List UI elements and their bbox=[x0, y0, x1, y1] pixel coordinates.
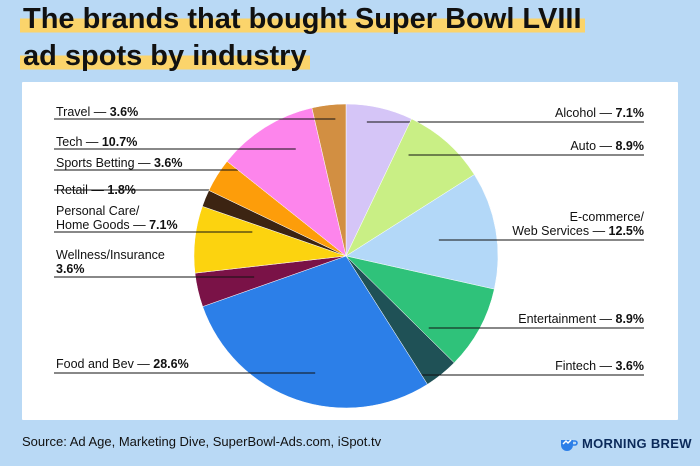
slice-label-sports-betting: Sports Betting — 3.6% bbox=[56, 156, 183, 170]
slice-label-travel: Travel — 3.6% bbox=[56, 105, 139, 119]
pie-slice-travel bbox=[311, 103, 347, 257]
slice-label-personal-care-home-goods: Personal Care/Home Goods — 7.1% bbox=[56, 204, 178, 232]
slice-label-fintech: Fintech — 3.6% bbox=[555, 359, 644, 373]
slice-label-auto: Auto — 8.9% bbox=[570, 139, 644, 153]
pie-chart bbox=[54, 103, 644, 409]
chart-card: Alcohol — 7.1% Auto — 8.9% E-commerce/Web … bbox=[22, 82, 678, 420]
slice-label-wellness-insurance: Wellness/Insurance 3.6% bbox=[56, 248, 165, 276]
slice-label-tech: Tech — 10.7% bbox=[56, 135, 138, 149]
slice-label-e-commerce-web-services: E-commerce/Web Services — 12.5% bbox=[512, 210, 644, 238]
source-note: Source: Ad Age, Marketing Dive, SuperBow… bbox=[22, 434, 382, 449]
pie-slice-tech bbox=[226, 107, 347, 257]
morning-brew-logo-icon bbox=[561, 439, 578, 451]
pie-slice-entertainment bbox=[345, 255, 495, 364]
chart-title-line-1: The brands that bought Super Bowl LVIII bbox=[14, 2, 591, 36]
pie-slice-auto bbox=[345, 118, 475, 257]
morning-brew-logo: MORNING BREW bbox=[558, 432, 692, 454]
pie-slice-food-and-bev bbox=[202, 255, 428, 409]
chart-title-line-2: ad spots by industry bbox=[14, 39, 316, 73]
slice-label-entertainment: Entertainment — 8.9% bbox=[518, 312, 644, 326]
logo-text: MORNING BREW bbox=[582, 435, 692, 451]
slice-label-food-and-bev: Food and Bev — 28.6% bbox=[56, 357, 189, 371]
slice-label-alcohol: Alcohol — 7.1% bbox=[555, 106, 644, 120]
slice-label-retail: Retail — 1.8% bbox=[56, 183, 136, 197]
pie-slice-e-commerce-web-services bbox=[345, 174, 499, 290]
